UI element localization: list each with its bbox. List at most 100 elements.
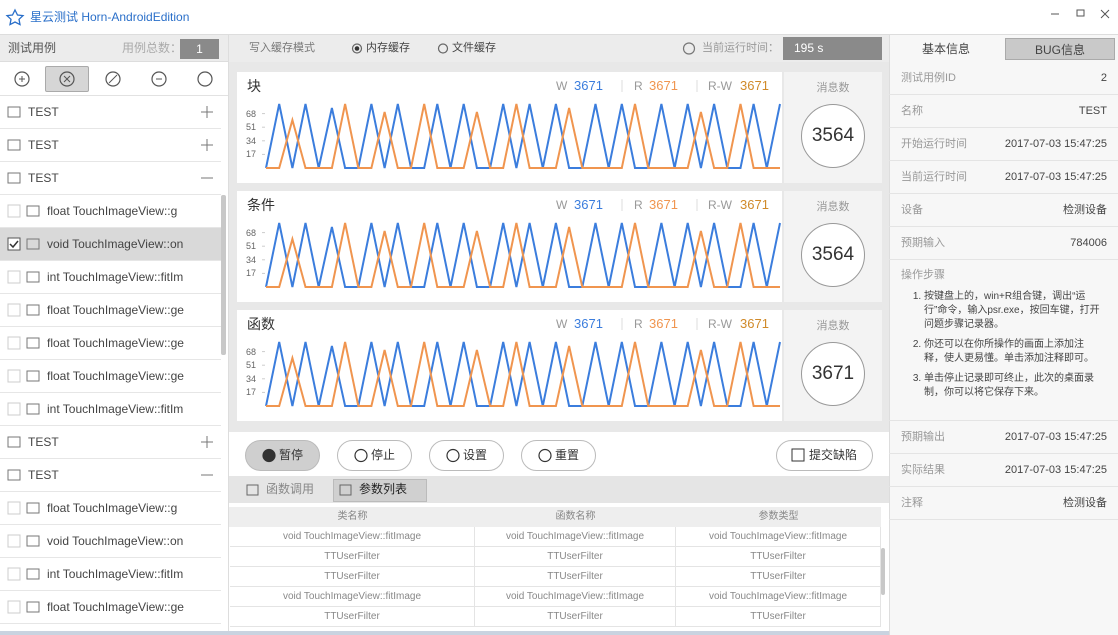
- group-label: TEST: [28, 138, 59, 152]
- app-title: 星云测试 Horn-AndroidEdition: [30, 10, 190, 24]
- tree-row[interactable]: [0, 459, 221, 492]
- rw-label: R-W: [708, 79, 732, 93]
- info-label: 名称: [901, 105, 923, 117]
- sidebar-title: 测试用例: [8, 41, 57, 55]
- toolbar: [0, 62, 229, 96]
- steps-divider: [889, 420, 1118, 421]
- table-cell: TTUserFilter: [230, 607, 475, 627]
- info-value: 2017-07-03 15:47:25: [1004, 431, 1107, 443]
- step: 你还可以在你所操作的画面上添加注释，使人更易懂。单击添加注释即可。: [924, 338, 1100, 366]
- tree-row[interactable]: [0, 426, 221, 459]
- legend-total: 3671: [649, 197, 678, 212]
- tree-row[interactable]: [0, 129, 221, 162]
- time-label: 当前运行时间：: [702, 42, 779, 54]
- control-label: 重置: [555, 448, 580, 462]
- info-label: 开始运行时间: [901, 138, 967, 150]
- info-row: [889, 128, 1118, 161]
- legend-name: W: [556, 317, 568, 331]
- info-row: [889, 227, 1118, 260]
- info-row: [889, 487, 1118, 520]
- time-box: 195 s: [783, 37, 882, 60]
- sidebar-divider: [228, 35, 229, 635]
- count-label: 消息数: [816, 320, 850, 332]
- chart-title: 函数: [247, 316, 275, 332]
- bottom-edge: [0, 631, 1118, 635]
- tab-label[interactable]: 函数调用: [266, 482, 315, 496]
- info-label: 预期输入: [901, 237, 945, 249]
- table-cell: void TouchImageView::fitImage: [475, 587, 676, 607]
- table-header: [229, 507, 881, 527]
- info-tab[interactable]: BUG信息: [1005, 38, 1115, 60]
- info-value: 2017-07-03 15:47:25: [1004, 171, 1107, 183]
- legend-name: R: [634, 317, 643, 331]
- method-label: int TouchImageView::fitIm: [47, 567, 184, 581]
- legend-total: 3671: [649, 316, 678, 331]
- count-circle: 3564: [801, 104, 865, 168]
- count-label: 用例总数：: [122, 41, 183, 55]
- info-value: 2: [1100, 72, 1107, 84]
- radio-label[interactable]: 文件缓存: [452, 42, 496, 54]
- table-cell: void TouchImageView::fitImage: [676, 527, 881, 547]
- y-tick-label: 34: [246, 373, 257, 384]
- control-button[interactable]: [245, 440, 320, 471]
- step: 单击停止记录即可终止，此次的桌面录制，你可以将它保存下来。: [924, 372, 1100, 400]
- table-cell: void TouchImageView::fitImage: [230, 587, 475, 607]
- title-bar: [0, 0, 1118, 35]
- rw-label: R-W: [708, 198, 732, 212]
- y-tick-label: 17: [246, 387, 257, 398]
- count-label: 消息数: [816, 82, 850, 94]
- y-tick-label: 34: [246, 135, 257, 146]
- table-cell: TTUserFilter: [676, 567, 881, 587]
- y-tick-label: 17: [246, 149, 257, 160]
- info-value: 检测设备: [1063, 497, 1107, 509]
- toolbar-active: [45, 66, 89, 92]
- tab-active: [333, 479, 427, 502]
- table-cell: TTUserFilter: [475, 547, 676, 567]
- method-label: float TouchImageView::ge: [47, 336, 184, 350]
- method-label: float TouchImageView::ge: [47, 600, 184, 614]
- control-button[interactable]: [521, 440, 596, 471]
- info-panel: [889, 35, 1118, 635]
- chart-title: 块: [247, 78, 261, 94]
- method-label: float TouchImageView::ge: [47, 303, 184, 317]
- count-label: 消息数: [816, 201, 850, 213]
- legend-total: 3671: [574, 316, 603, 331]
- tree-row[interactable]: [0, 162, 221, 195]
- steps-label: 操作步骤: [901, 269, 945, 281]
- group-label: TEST: [28, 468, 59, 482]
- method-label: int TouchImageView::fitIm: [47, 270, 184, 284]
- method-label: float TouchImageView::g: [47, 204, 178, 218]
- group-label: TEST: [28, 435, 59, 449]
- method-label: float TouchImageView::ge: [47, 369, 184, 383]
- control-button[interactable]: [429, 440, 504, 471]
- control-label: 暂停: [279, 448, 304, 462]
- tab-label[interactable]: 参数列表: [359, 482, 408, 496]
- rw-label: R-W: [708, 317, 732, 331]
- info-tab[interactable]: 基本信息: [921, 42, 970, 56]
- table-cell: TTUserFilter: [230, 547, 475, 567]
- legend-name: R: [634, 79, 643, 93]
- table-scrollbar: [881, 548, 885, 595]
- info-label: 实际结果: [901, 464, 945, 476]
- table-cell: void TouchImageView::fitImage: [676, 587, 881, 607]
- steps-list: 按键盘上的，win+R组合键，调出“运行”命令，输入psr.exe，按回车键，打…: [908, 290, 1100, 420]
- tree-row[interactable]: [0, 96, 221, 129]
- info-row: [889, 161, 1118, 194]
- table-cell: TTUserFilter: [230, 567, 475, 587]
- radio-label[interactable]: 内存缓存: [366, 42, 410, 54]
- info-value: 检测设备: [1063, 204, 1107, 216]
- y-tick-label: 68: [246, 108, 257, 119]
- info-label: 测试用例ID: [901, 72, 956, 84]
- info-label: 当前运行时间: [901, 171, 967, 183]
- table-header-cell: 类名称: [337, 511, 368, 522]
- chart-title: 条件: [247, 197, 275, 213]
- control-button[interactable]: [337, 440, 412, 471]
- legend-total: 3671: [649, 78, 678, 93]
- method-label: void TouchImageView::on: [47, 237, 184, 251]
- control-label: 设置: [463, 448, 488, 462]
- count-circle: 3671: [801, 342, 865, 406]
- y-tick-label: 34: [246, 254, 257, 265]
- method-label: float TouchImageView::g: [47, 501, 178, 515]
- info-row: [889, 194, 1118, 227]
